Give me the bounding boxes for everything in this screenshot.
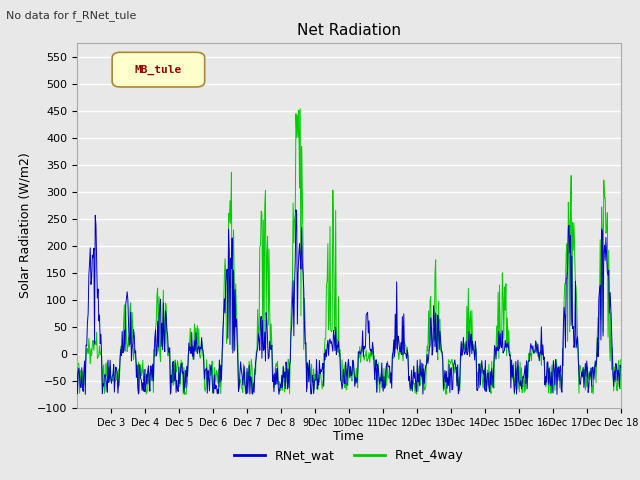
X-axis label: Time: Time	[333, 431, 364, 444]
Title: Net Radiation: Net Radiation	[297, 23, 401, 38]
Legend: RNet_wat, Rnet_4way: RNet_wat, Rnet_4way	[229, 444, 468, 468]
Text: No data for f_RNet_tule: No data for f_RNet_tule	[6, 10, 137, 21]
FancyBboxPatch shape	[112, 52, 205, 87]
Text: MB_tule: MB_tule	[135, 64, 182, 74]
Y-axis label: Solar Radiation (W/m2): Solar Radiation (W/m2)	[18, 153, 31, 299]
